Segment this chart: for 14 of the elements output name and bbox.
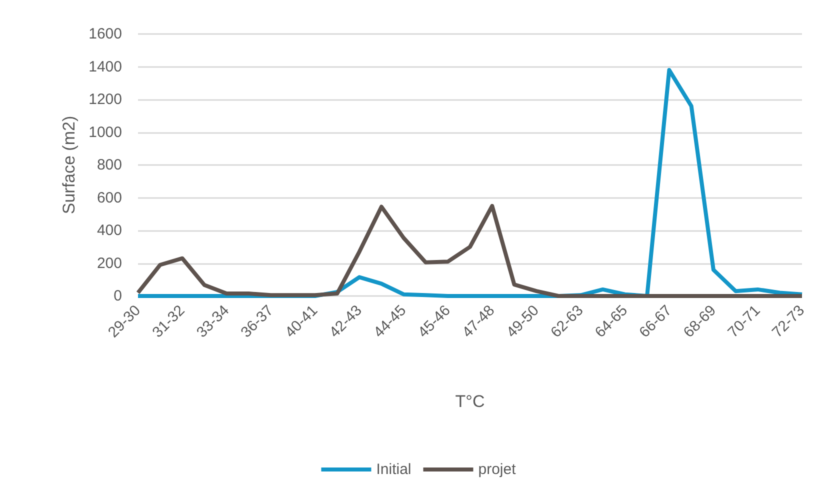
y-tick-label: 600 bbox=[96, 189, 122, 206]
legend-label: Initial bbox=[376, 461, 412, 478]
x-axis-title: T°C bbox=[455, 392, 485, 411]
y-tick-label: 1400 bbox=[88, 58, 122, 76]
y-tick-label: 800 bbox=[96, 156, 122, 174]
y-tick-label: 1200 bbox=[88, 91, 122, 108]
y-tick-label: 1000 bbox=[88, 124, 122, 141]
legend-label: projet bbox=[478, 461, 517, 478]
y-axis-title: Surface (m2) bbox=[60, 116, 79, 214]
line-series bbox=[136, 204, 804, 298]
y-tick-label: 200 bbox=[96, 254, 122, 272]
y-tick-label: 400 bbox=[96, 222, 122, 239]
y-tick-label: 1600 bbox=[88, 26, 122, 42]
y-tick-label: 0 bbox=[114, 288, 122, 304]
